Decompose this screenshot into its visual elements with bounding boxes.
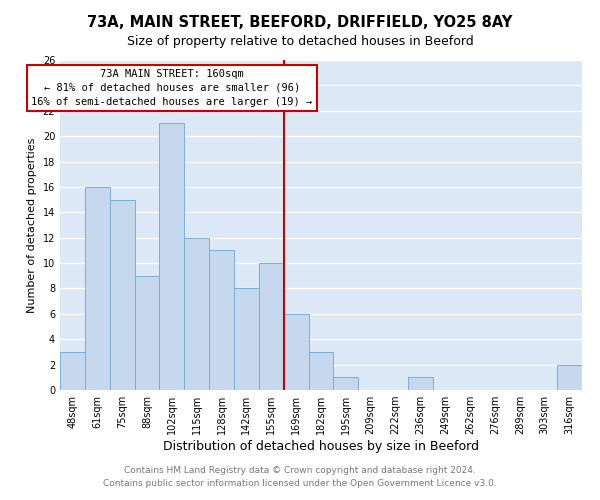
- Text: Contains HM Land Registry data © Crown copyright and database right 2024.
Contai: Contains HM Land Registry data © Crown c…: [103, 466, 497, 487]
- Bar: [408, 378, 433, 390]
- Bar: [209, 250, 234, 390]
- Bar: [60, 352, 85, 390]
- Bar: [85, 187, 110, 390]
- Bar: [334, 378, 358, 390]
- Bar: [160, 124, 184, 390]
- Text: Size of property relative to detached houses in Beeford: Size of property relative to detached ho…: [127, 35, 473, 48]
- Bar: [110, 200, 134, 390]
- Bar: [308, 352, 334, 390]
- Bar: [134, 276, 160, 390]
- Bar: [234, 288, 259, 390]
- Y-axis label: Number of detached properties: Number of detached properties: [27, 138, 37, 312]
- Bar: [259, 263, 284, 390]
- Text: 73A, MAIN STREET, BEEFORD, DRIFFIELD, YO25 8AY: 73A, MAIN STREET, BEEFORD, DRIFFIELD, YO…: [88, 15, 512, 30]
- Bar: [184, 238, 209, 390]
- X-axis label: Distribution of detached houses by size in Beeford: Distribution of detached houses by size …: [163, 440, 479, 453]
- Bar: [557, 364, 582, 390]
- Text: 73A MAIN STREET: 160sqm
← 81% of detached houses are smaller (96)
16% of semi-de: 73A MAIN STREET: 160sqm ← 81% of detache…: [31, 69, 313, 107]
- Bar: [284, 314, 308, 390]
